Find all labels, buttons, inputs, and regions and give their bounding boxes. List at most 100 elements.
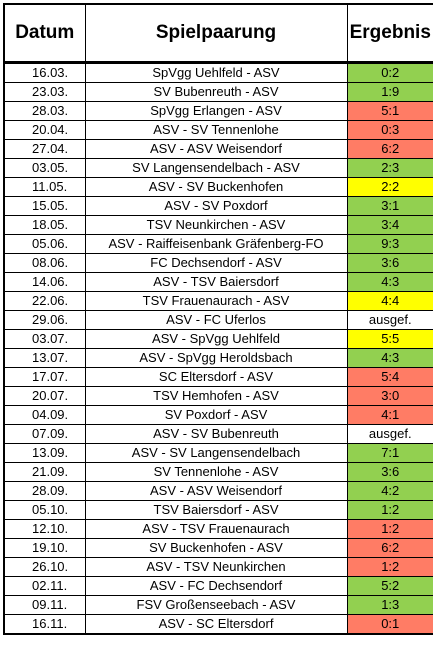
match-pairing: ASV - ASV Weisendorf xyxy=(84,139,348,159)
match-pairing: SpVgg Uehlfeld - ASV xyxy=(84,61,348,83)
match-pairing: ASV - FC Uferlos xyxy=(84,310,348,330)
match-result: 3:4 xyxy=(346,215,433,235)
match-result: 5:4 xyxy=(346,367,433,387)
table-row: 13.09. ASV - SV Langensendelbach 7:1 xyxy=(3,443,433,463)
table-row: 19.10. SV Buckenhofen - ASV 6:2 xyxy=(3,538,433,558)
table-row: 29.06. ASV - FC Uferlos ausgef. xyxy=(3,310,433,330)
header-match: Spielpaarung xyxy=(84,3,348,63)
match-date: 09.11. xyxy=(3,595,86,615)
table-row: 04.09. SV Poxdorf - ASV 4:1 xyxy=(3,405,433,425)
table-row: 28.09. ASV - ASV Weisendorf 4:2 xyxy=(3,481,433,501)
match-date: 19.10. xyxy=(3,538,86,558)
match-result: 0:1 xyxy=(346,614,433,635)
match-date: 21.09. xyxy=(3,462,86,482)
match-pairing: ASV - TSV Baiersdorf xyxy=(84,272,348,292)
table-row: 16.03. SpVgg Uehlfeld - ASV 0:2 xyxy=(3,61,433,83)
match-date: 18.05. xyxy=(3,215,86,235)
table-row: 17.07. SC Eltersdorf - ASV 5:4 xyxy=(3,367,433,387)
match-result: 3:0 xyxy=(346,386,433,406)
match-pairing: TSV Hemhofen - ASV xyxy=(84,386,348,406)
match-result: 2:3 xyxy=(346,158,433,178)
match-pairing: ASV - Raiffeisenbank Gräfenberg-FO xyxy=(84,234,348,254)
match-result: 1:2 xyxy=(346,557,433,577)
match-result: 5:2 xyxy=(346,576,433,596)
match-result: 3:6 xyxy=(346,253,433,273)
match-pairing: SV Poxdorf - ASV xyxy=(84,405,348,425)
match-date: 07.09. xyxy=(3,424,86,444)
match-result: 4:3 xyxy=(346,348,433,368)
match-pairing: TSV Baiersdorf - ASV xyxy=(84,500,348,520)
match-result: 1:2 xyxy=(346,500,433,520)
table-body: 16.03. SpVgg Uehlfeld - ASV 0:2 23.03. SV Bu… xyxy=(3,61,433,635)
match-result: 5:5 xyxy=(346,329,433,349)
match-date: 28.09. xyxy=(3,481,86,501)
match-date: 02.11. xyxy=(3,576,86,596)
match-result: 1:2 xyxy=(346,519,433,539)
match-result: 0:2 xyxy=(346,61,433,83)
match-result: 1:3 xyxy=(346,595,433,615)
match-result: 4:4 xyxy=(346,291,433,311)
header-result: Ergebnis xyxy=(346,3,433,63)
table-row: 03.07. ASV - SpVgg Uehlfeld 5:5 xyxy=(3,329,433,349)
match-date: 11.05. xyxy=(3,177,86,197)
match-pairing: ASV - SpVgg Uehlfeld xyxy=(84,329,348,349)
header-date: Datum xyxy=(3,3,86,63)
match-pairing: FSV Großenseebach - ASV xyxy=(84,595,348,615)
table-row: 15.05. ASV - SV Poxdorf 3:1 xyxy=(3,196,433,216)
match-date: 08.06. xyxy=(3,253,86,273)
match-pairing: FC Dechsendorf - ASV xyxy=(84,253,348,273)
match-date: 05.10. xyxy=(3,500,86,520)
match-pairing: TSV Frauenaurach - ASV xyxy=(84,291,348,311)
table-row: 20.04. ASV - SV Tennenlohe 0:3 xyxy=(3,120,433,140)
match-date: 15.05. xyxy=(3,196,86,216)
match-pairing: ASV - ASV Weisendorf xyxy=(84,481,348,501)
table-row: 22.06. TSV Frauenaurach - ASV 4:4 xyxy=(3,291,433,311)
match-result: ausgef. xyxy=(346,310,433,330)
match-result: 0:3 xyxy=(346,120,433,140)
match-pairing: ASV - SV Tennenlohe xyxy=(84,120,348,140)
match-pairing: ASV - SC Eltersdorf xyxy=(84,614,348,635)
match-pairing: ASV - FC Dechsendorf xyxy=(84,576,348,596)
table-row: 09.11. FSV Großenseebach - ASV 1:3 xyxy=(3,595,433,615)
match-date: 03.07. xyxy=(3,329,86,349)
match-pairing: SV Buckenhofen - ASV xyxy=(84,538,348,558)
match-date: 12.10. xyxy=(3,519,86,539)
match-pairing: TSV Neunkirchen - ASV xyxy=(84,215,348,235)
match-pairing: ASV - SpVgg Heroldsbach xyxy=(84,348,348,368)
match-pairing: SpVgg Erlangen - ASV xyxy=(84,101,348,121)
match-date: 05.06. xyxy=(3,234,86,254)
header-row: Datum Spielpaarung Ergebnis xyxy=(3,3,433,63)
match-date: 20.04. xyxy=(3,120,86,140)
match-date: 14.06. xyxy=(3,272,86,292)
match-pairing: ASV - SV Poxdorf xyxy=(84,196,348,216)
table-row: 12.10. ASV - TSV Frauenaurach 1:2 xyxy=(3,519,433,539)
match-result: 5:1 xyxy=(346,101,433,121)
table-row: 23.03. SV Bubenreuth - ASV 1:9 xyxy=(3,82,433,102)
match-date: 29.06. xyxy=(3,310,86,330)
match-result: 3:1 xyxy=(346,196,433,216)
match-date: 16.03. xyxy=(3,61,86,83)
match-result: 4:3 xyxy=(346,272,433,292)
table-row: 03.05. SV Langensendelbach - ASV 2:3 xyxy=(3,158,433,178)
match-result: 3:6 xyxy=(346,462,433,482)
match-date: 22.06. xyxy=(3,291,86,311)
match-result: 7:1 xyxy=(346,443,433,463)
match-result: 9:3 xyxy=(346,234,433,254)
table-row: 28.03. SpVgg Erlangen - ASV 5:1 xyxy=(3,101,433,121)
match-result: 4:1 xyxy=(346,405,433,425)
match-result: 4:2 xyxy=(346,481,433,501)
table-row: 02.11. ASV - FC Dechsendorf 5:2 xyxy=(3,576,433,596)
table-row: 11.05. ASV - SV Buckenhofen 2:2 xyxy=(3,177,433,197)
match-result: 6:2 xyxy=(346,139,433,159)
table-row: 27.04. ASV - ASV Weisendorf 6:2 xyxy=(3,139,433,159)
match-date: 03.05. xyxy=(3,158,86,178)
table-row: 14.06. ASV - TSV Baiersdorf 4:3 xyxy=(3,272,433,292)
match-date: 28.03. xyxy=(3,101,86,121)
table-row: 26.10. ASV - TSV Neunkirchen 1:2 xyxy=(3,557,433,577)
table-row: 16.11. ASV - SC Eltersdorf 0:1 xyxy=(3,614,433,635)
match-pairing: ASV - TSV Neunkirchen xyxy=(84,557,348,577)
table-row: 18.05. TSV Neunkirchen - ASV 3:4 xyxy=(3,215,433,235)
match-date: 20.07. xyxy=(3,386,86,406)
match-result: 1:9 xyxy=(346,82,433,102)
match-date: 17.07. xyxy=(3,367,86,387)
